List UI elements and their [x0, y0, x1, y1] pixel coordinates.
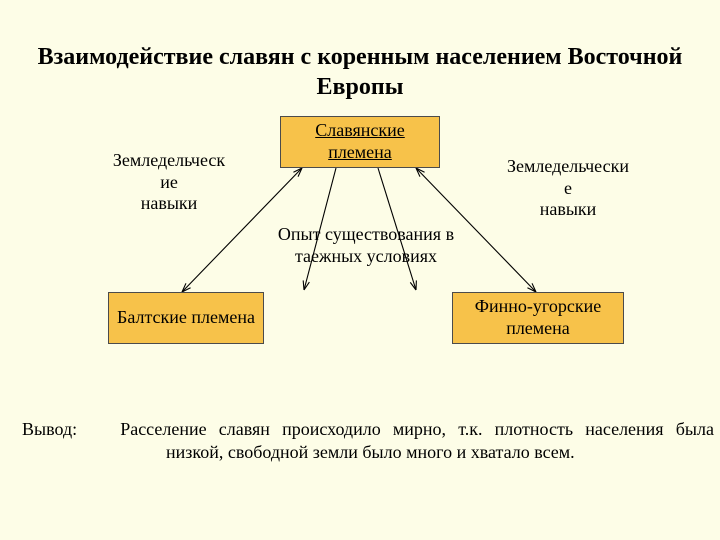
label-taiga-experience: Опыт существования в таежных условиях [272, 224, 460, 267]
label-agriculture-left: Земледельческиенавыки [84, 150, 254, 215]
node-baltic-tribes: Балтские племена [108, 292, 264, 344]
node-finno-label: Финно-угорские племена [459, 296, 617, 339]
label-agriculture-right: Земледельческиенавыки [478, 156, 658, 221]
conclusion-text: Вывод: Расселение славян происходило мир… [94, 418, 714, 463]
node-slavic-label: Славянские племена [287, 120, 433, 163]
conclusion-body: Расселение славян происходило мирно, т.к… [120, 419, 714, 462]
node-baltic-label: Балтские племена [117, 307, 255, 329]
page-title: Взаимодействие славян с коренным населен… [0, 42, 720, 102]
node-finno-ugric-tribes: Финно-угорские племена [452, 292, 624, 344]
node-slavic-tribes: Славянские племена [280, 116, 440, 168]
